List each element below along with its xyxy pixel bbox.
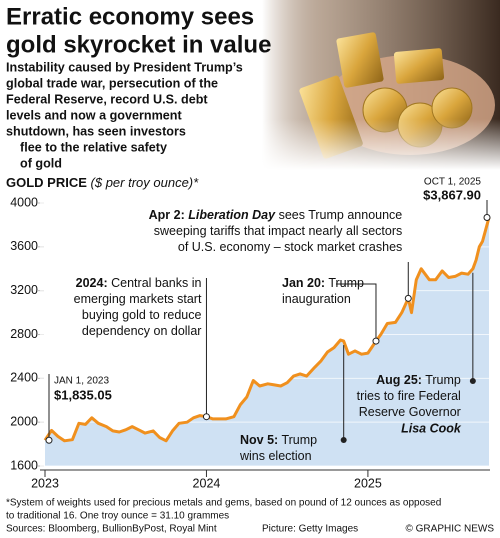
annotation-text: dependency on dollar [82, 324, 202, 338]
annotation-line: inauguration [282, 292, 351, 306]
annotation-text: wins election [239, 449, 312, 463]
footnote: to traditional 16. One troy ounce = 31.1… [6, 511, 229, 522]
subtitle: Federal Reserve, record U.S. debt [6, 92, 208, 106]
sources: Sources: Bloomberg, BullionByPost, Royal… [6, 524, 217, 535]
annotation-line: sweeping tariffs that impact nearly all … [154, 224, 403, 238]
annotation-text: tries to fire Federal [357, 389, 461, 403]
annotation-head: Nov 5: [240, 433, 278, 447]
event-marker [483, 213, 491, 221]
annotation-text: Apr 2: Liberation Day sees Trump announc… [149, 208, 403, 222]
annotation-line: dependency on dollar [82, 324, 202, 338]
annotation-text: sweeping tariffs that impact nearly all … [154, 224, 403, 238]
subtitle: levels and now a government [6, 108, 182, 122]
annotation-line: Central banks in [111, 276, 201, 290]
photo [262, 0, 500, 170]
annotation-text: Aug 25: Trump [376, 373, 461, 387]
credit: Picture: Getty Images [262, 524, 358, 535]
area [45, 217, 489, 466]
annotation-text: of U.S. economy – stock market crashes [178, 240, 402, 254]
annotation-line: of U.S. economy – stock market crashes [178, 240, 402, 254]
y-tick-label: 4000 [10, 195, 38, 209]
event-marker [202, 413, 210, 421]
annotation-head: Aug 25: [376, 373, 422, 387]
title: gold skyrocket in value [6, 31, 271, 58]
annotation-line: emerging markets start [74, 292, 202, 306]
annotation-date: OCT 1, 2025 [424, 177, 482, 188]
title: Erratic economy sees [6, 3, 254, 30]
subtitle: shutdown, has seen investors [6, 124, 186, 138]
x-tick-label: 2025 [354, 476, 382, 490]
subtitle: global trade war, persecution of the [6, 76, 218, 90]
y-tick-label: 3200 [10, 283, 38, 297]
annotation-text: Nov 5: Trump [240, 433, 317, 447]
annotation-line: Trump [281, 433, 317, 447]
event-marker [469, 378, 476, 384]
y-tick-label: 2400 [10, 371, 38, 385]
leader-line [336, 283, 377, 342]
y-unit: ($ per troy ounce)* [91, 175, 200, 190]
y-label: GOLD PRICE [6, 175, 87, 190]
subtitle: of gold [20, 156, 62, 170]
annotation-text: 2024: Central banks in [76, 276, 202, 290]
annotation-text: Jan 20: Trump [282, 276, 364, 290]
annotation-head: Apr 2: [149, 208, 185, 222]
x-tick-label: 2023 [31, 476, 59, 490]
event-marker [372, 337, 380, 345]
annotation-line: sees Trump announce [279, 208, 403, 222]
subtitle: flee to the relative safety [20, 140, 167, 154]
annotation-text: emerging markets start [74, 292, 202, 306]
annotation-line: Reserve Governor [359, 405, 461, 419]
annotation-head: 2024: [76, 276, 108, 290]
y-tick-label: 2800 [10, 327, 38, 341]
y-tick-label: 1600 [10, 458, 38, 472]
x-tick-label: 2024 [193, 476, 221, 490]
annotation-head: Jan 20: [282, 276, 325, 290]
subtitle: Instability caused by President Trump’s [6, 60, 243, 74]
annotation-value: $3,867.90 [423, 187, 481, 202]
annotation-line: Trump [425, 373, 461, 387]
y-axis-title: GOLD PRICE ($ per troy ounce)* [6, 175, 199, 190]
annotation-emph: Liberation Day [188, 208, 276, 222]
y-tick-label: 3600 [10, 239, 38, 253]
annotation-text: buying gold to reduce [82, 308, 202, 322]
event-marker [404, 294, 412, 302]
brand: © GRAPHIC NEWS [406, 524, 495, 535]
annotation-date: JAN 1, 2023 [54, 376, 109, 387]
annotation-emph: Lisa Cook [401, 421, 462, 435]
y-tick-label: 2000 [10, 414, 38, 428]
annotation-line: buying gold to reduce [82, 308, 202, 322]
event-marker [45, 436, 53, 444]
plot: 1600 2000 2400 2800 3200 3600 4000 2023 2024 2025… [10, 177, 491, 490]
annotation-value: $1,835.05 [54, 387, 112, 402]
annotation-text: inauguration [282, 292, 351, 306]
annotation-text: Reserve Governor [359, 405, 461, 419]
annotation-line: wins election [239, 449, 312, 463]
price-line [43, 217, 491, 443]
footnote: *System of weights used for precious met… [6, 498, 441, 509]
annotation-line: tries to fire Federal [357, 389, 461, 403]
annotation-line: Trump [328, 276, 364, 290]
event-marker [340, 437, 347, 443]
